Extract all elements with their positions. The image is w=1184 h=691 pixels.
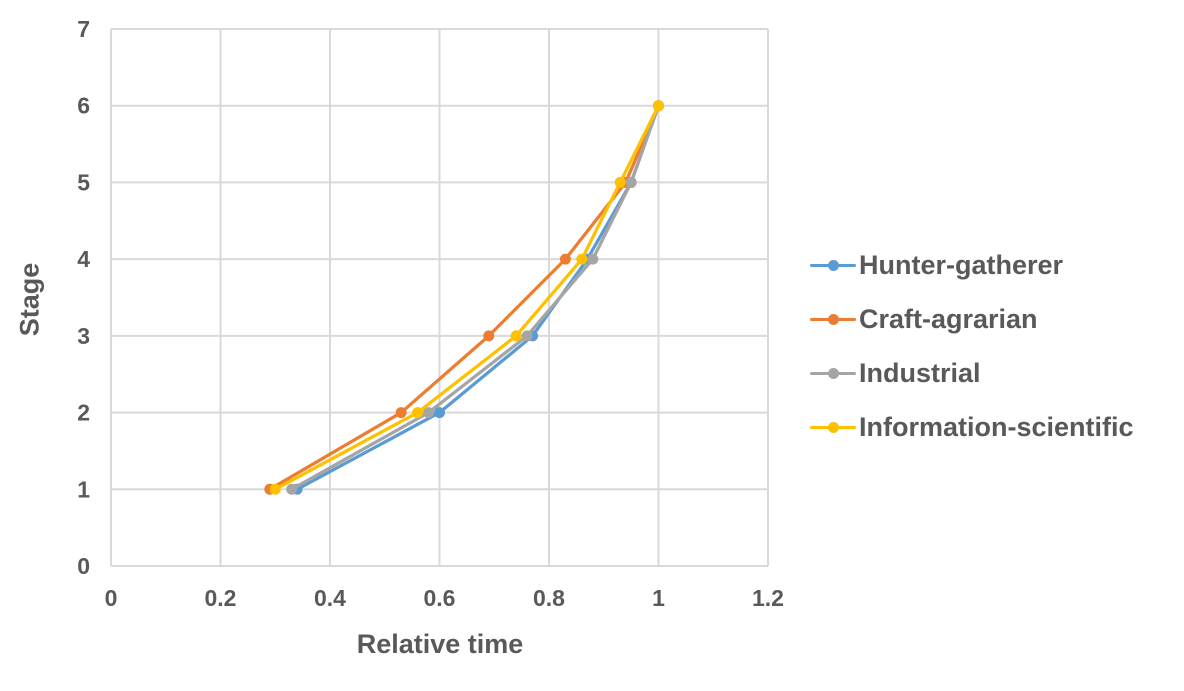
svg-text:0.2: 0.2 bbox=[205, 585, 237, 611]
legend-label-industrial: Industrial bbox=[859, 357, 981, 388]
legend-item-industrial: Industrial bbox=[810, 358, 1134, 388]
svg-text:1.2: 1.2 bbox=[752, 585, 784, 611]
legend-label-information-scientific: Information-scientific bbox=[859, 411, 1134, 442]
legend-dot-icon bbox=[827, 313, 839, 325]
legend-dot-icon bbox=[827, 259, 839, 271]
svg-text:5: 5 bbox=[77, 169, 90, 195]
svg-text:4: 4 bbox=[77, 246, 90, 272]
svg-text:7: 7 bbox=[77, 16, 90, 42]
svg-text:1: 1 bbox=[77, 476, 90, 502]
svg-text:1: 1 bbox=[652, 585, 665, 611]
legend-line-marker-icon bbox=[810, 304, 856, 334]
svg-text:6: 6 bbox=[77, 93, 90, 119]
svg-text:2: 2 bbox=[77, 400, 90, 426]
legend-label-hunter-gatherer: Hunter-gatherer bbox=[859, 249, 1064, 280]
x-axis-title: Relative time bbox=[356, 629, 524, 659]
legend-item-hunter-gatherer: Hunter-gatherer bbox=[810, 250, 1134, 280]
legend-line-marker-icon bbox=[810, 358, 856, 388]
legend-item-information-scientific: Information-scientific bbox=[810, 412, 1134, 442]
legend-dot-icon bbox=[827, 367, 839, 379]
legend-label-craft-agrarian: Craft-agrarian bbox=[859, 303, 1038, 334]
legend-item-craft-agrarian: Craft-agrarian bbox=[810, 304, 1134, 334]
legend: Hunter-gatherer Craft-agrarian Industria… bbox=[810, 250, 1134, 442]
svg-text:0: 0 bbox=[105, 585, 118, 611]
svg-text:3: 3 bbox=[77, 323, 90, 349]
legend-line-marker-icon bbox=[810, 412, 856, 442]
legend-dot-icon bbox=[827, 421, 839, 433]
legend-line-marker-icon bbox=[810, 250, 856, 280]
svg-text:0.4: 0.4 bbox=[314, 585, 346, 611]
svg-text:0.6: 0.6 bbox=[424, 585, 456, 611]
svg-text:0: 0 bbox=[77, 553, 90, 579]
svg-text:0.8: 0.8 bbox=[533, 585, 565, 611]
y-axis-title: Stage bbox=[14, 262, 45, 337]
